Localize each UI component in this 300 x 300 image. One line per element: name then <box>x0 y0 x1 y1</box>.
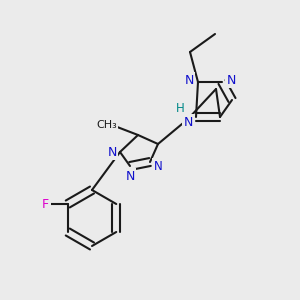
Text: CH₃: CH₃ <box>97 120 117 130</box>
Text: N: N <box>184 74 194 86</box>
Text: F: F <box>42 197 49 211</box>
Text: H: H <box>176 103 184 116</box>
Text: N: N <box>107 146 117 158</box>
Text: N: N <box>183 116 193 128</box>
Text: N: N <box>154 160 162 172</box>
Text: N: N <box>226 74 236 86</box>
Text: N: N <box>125 169 135 182</box>
